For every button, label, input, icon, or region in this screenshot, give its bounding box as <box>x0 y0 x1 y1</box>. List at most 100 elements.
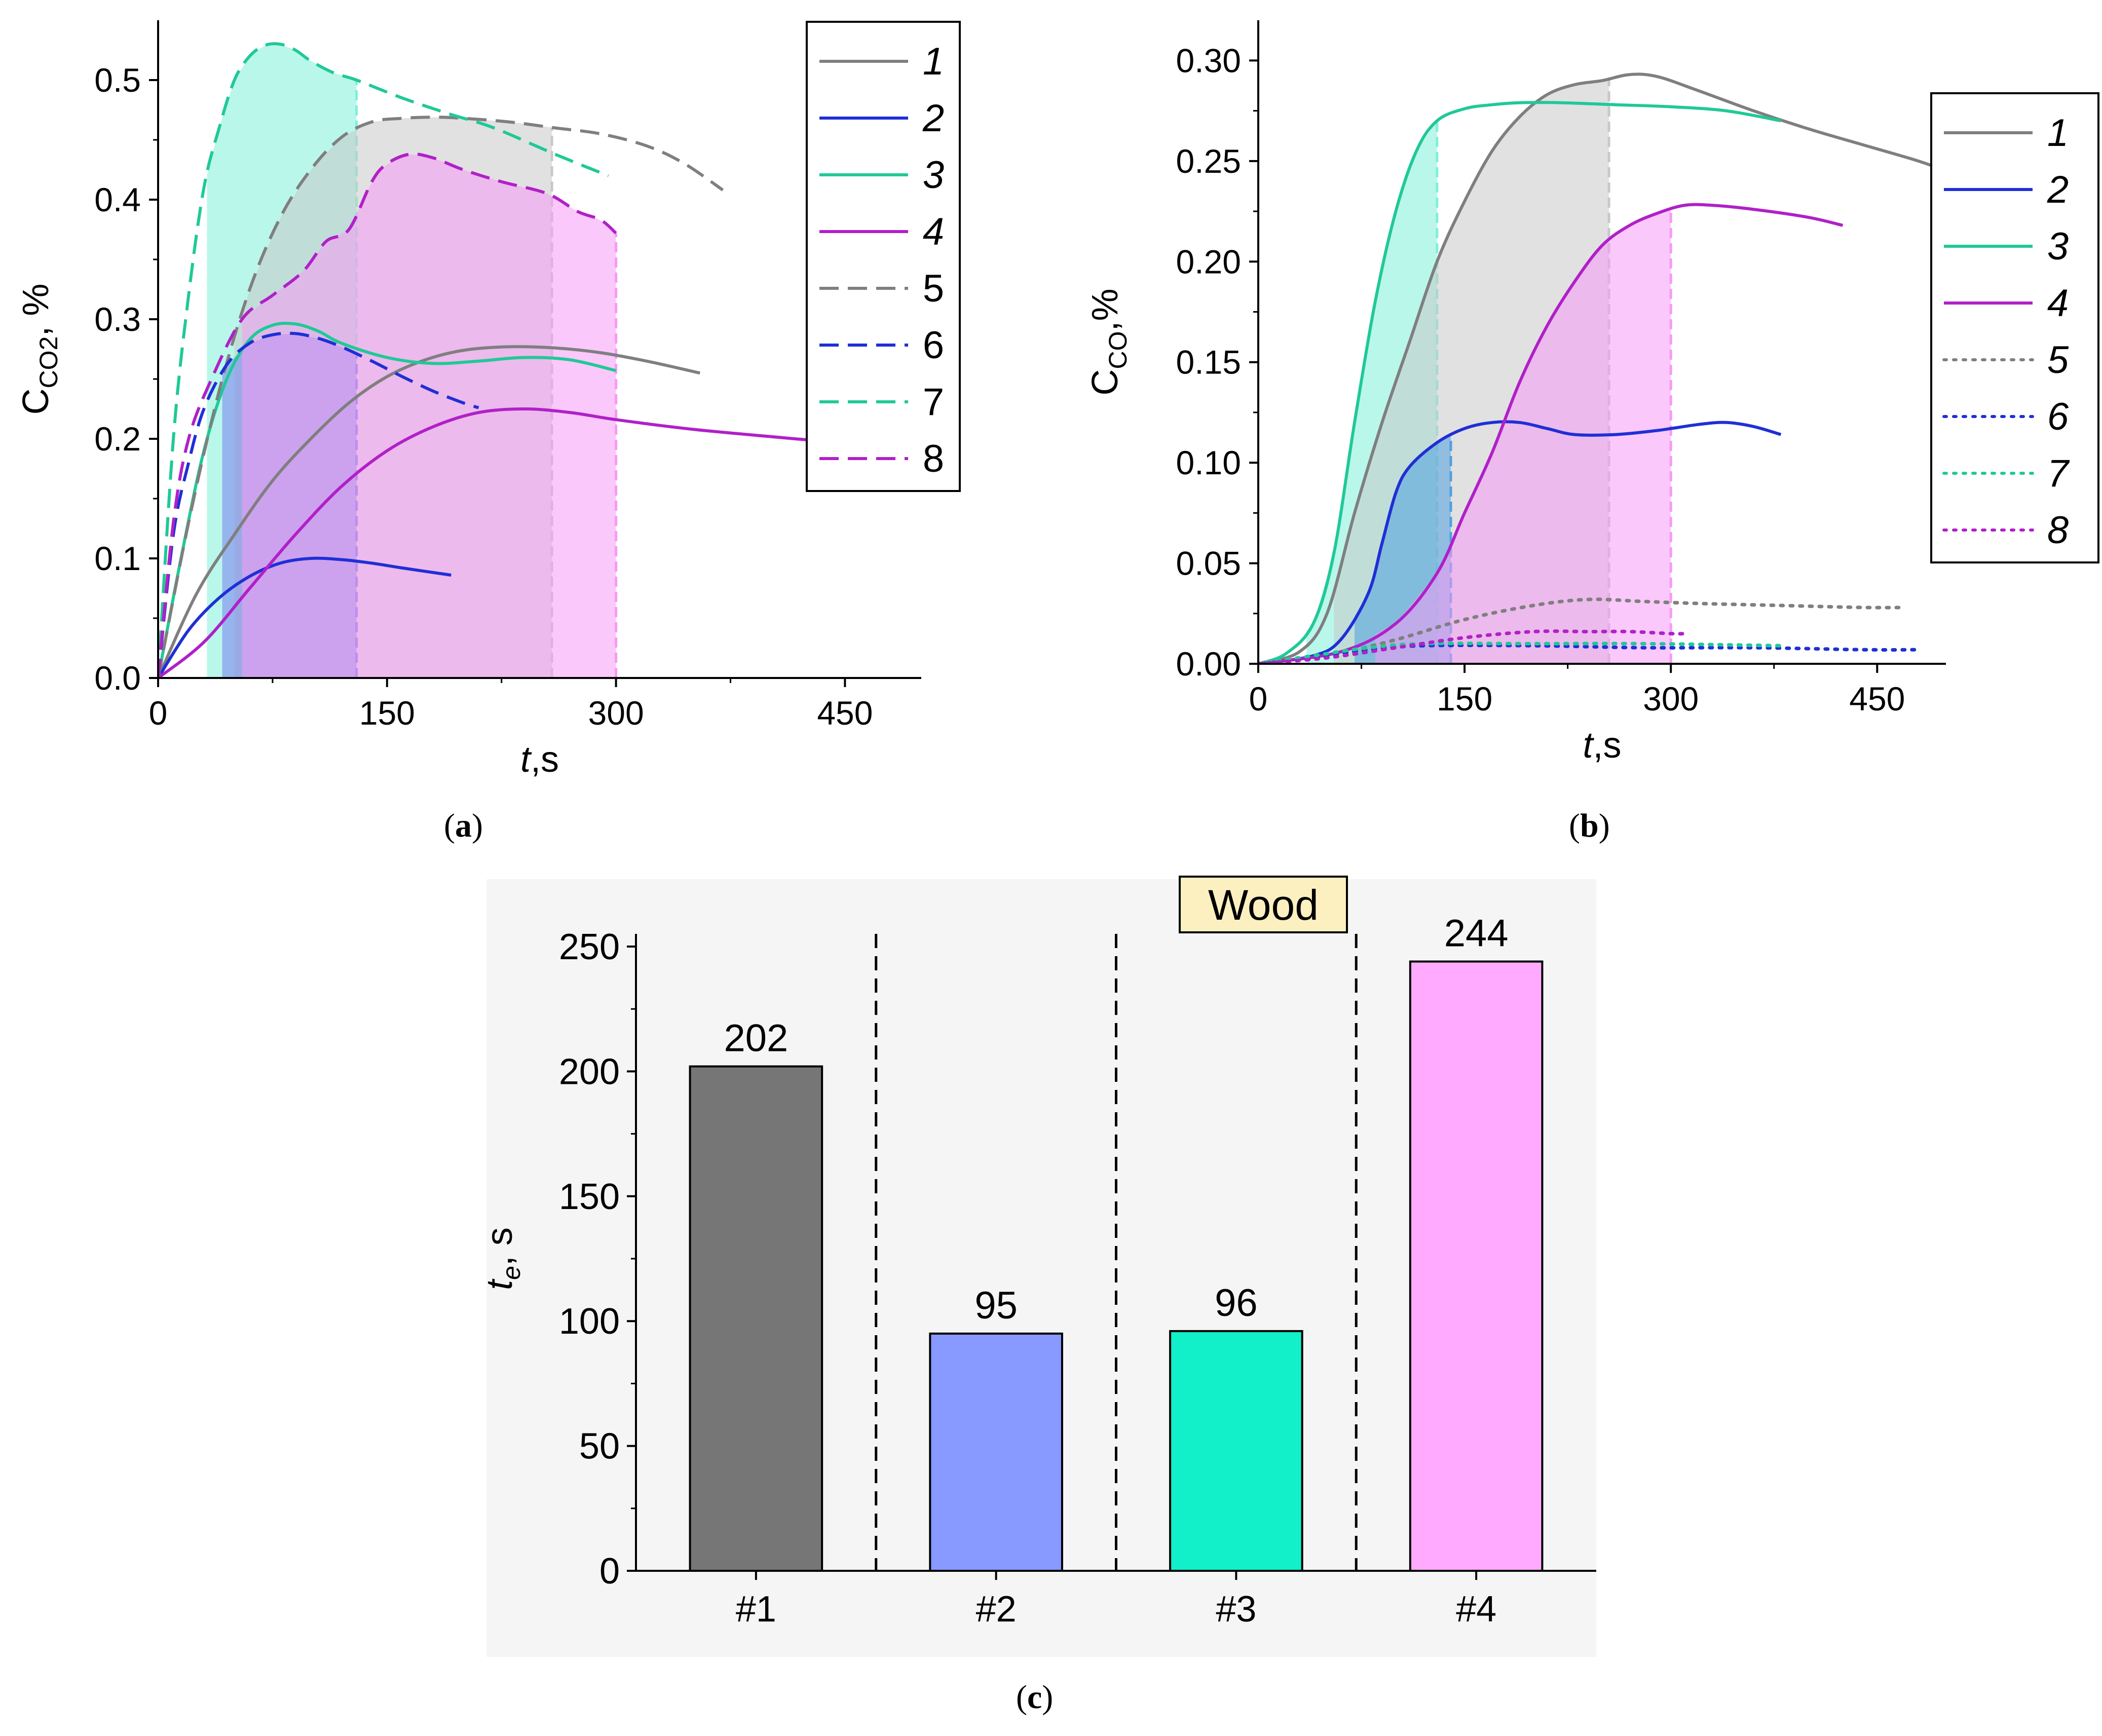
legend-label-4: 4 <box>2047 282 2069 325</box>
y-tick-label: 0 <box>599 1551 620 1592</box>
x-tick-label: 0 <box>149 694 168 732</box>
bar-value-label: 95 <box>974 1284 1018 1327</box>
legend-label-2: 2 <box>922 97 944 140</box>
caption-c: (c) <box>1016 1679 1054 1716</box>
x-axis-label-var: t <box>1583 725 1594 766</box>
bar-#2 <box>929 1332 1063 1572</box>
plot-area <box>1258 72 1946 664</box>
y-tick-label: 200 <box>559 1051 620 1092</box>
legend-box <box>1930 92 2099 563</box>
series-line-4 <box>1258 203 1844 664</box>
bar-#4 <box>1409 960 1544 1572</box>
y-tick-label: 0.0 <box>94 659 141 697</box>
x-tick-label: 0 <box>1249 680 1268 718</box>
series-line-5 <box>158 116 724 678</box>
bar-chart-c: 202 #1 95 #2 96 #3 244 #4 0 50 100 150 200 250 te, s Wo… <box>479 876 1596 1657</box>
legend-label-5: 5 <box>923 267 944 310</box>
series-line-1 <box>1258 72 1946 664</box>
y-axis-label: te, s <box>479 1227 526 1290</box>
y-axis-label-sub: CO2 <box>34 336 63 389</box>
x-tick-label: 300 <box>1643 680 1699 718</box>
legend-label-6: 6 <box>2047 395 2069 438</box>
series-line-7 <box>158 42 609 678</box>
line-chart-a: 0 150 300 450 0.0 0.1 0.2 0.3 0.4 0.5 t,s CCO2, % 1 2… <box>16 20 961 780</box>
legend-label-3: 3 <box>923 154 944 197</box>
legend-label-8: 8 <box>2047 509 2069 552</box>
x-tick-label: #4 <box>1456 1589 1496 1630</box>
title-box <box>1179 876 1348 933</box>
x-tick-label: #1 <box>736 1589 776 1630</box>
y-tick-label: 0.30 <box>1176 42 1241 79</box>
bar-value-label: 202 <box>724 1017 788 1060</box>
y-tick-label: 0.3 <box>94 300 141 338</box>
series-line-4 <box>158 407 921 678</box>
y-tick-label: 150 <box>559 1177 620 1217</box>
x-tick-label: 300 <box>588 694 644 732</box>
y-tick-label: 50 <box>579 1426 620 1467</box>
x-axis-label: t,s <box>520 739 559 780</box>
legend: 1 2 3 4 5 6 7 8 <box>1930 92 2099 563</box>
plot-area <box>158 42 921 678</box>
legend-label-4: 4 <box>923 210 944 253</box>
y-tick-label: 0.00 <box>1176 645 1241 683</box>
y-axis-label-main: C <box>16 388 56 414</box>
series-line-8 <box>158 152 617 678</box>
y-tick-label: 0.10 <box>1176 444 1241 481</box>
series-line-2 <box>158 556 452 678</box>
legend-label-2: 2 <box>2047 168 2069 211</box>
y-tick-label: 0.5 <box>94 61 141 99</box>
y-tick-label: 0.15 <box>1176 344 1241 381</box>
x-axis-label-var: t <box>520 739 532 780</box>
bar-value-label: 244 <box>1444 912 1509 955</box>
legend-label-7: 7 <box>923 381 944 424</box>
legend: 1 2 3 4 5 6 7 8 <box>806 21 961 492</box>
y-axis-label-main: t <box>479 1278 520 1290</box>
y-axis-label-unit: , s <box>479 1227 520 1266</box>
legend-label-7: 7 <box>2047 452 2070 495</box>
legend-label-8: 8 <box>923 437 944 480</box>
y-axis-label: CCO,% <box>1085 288 1132 395</box>
y-axis-label: CCO2, % <box>16 284 63 415</box>
bar-#3 <box>1169 1330 1303 1572</box>
series-line-1 <box>158 345 700 678</box>
series-line-3 <box>1258 101 1781 664</box>
y-tick-label: 0.1 <box>94 540 141 577</box>
x-axis-label-unit: ,s <box>531 739 559 780</box>
series-line-6 <box>1258 644 1921 664</box>
caption-a: (a) <box>444 807 483 844</box>
y-axis-label-unit: , % <box>16 284 56 336</box>
legend-label-6: 6 <box>923 324 944 367</box>
legend-label-5: 5 <box>2047 338 2069 382</box>
legend-label-1: 1 <box>2047 111 2069 155</box>
y-tick-label: 0.05 <box>1176 545 1241 582</box>
y-axis-label-main: C <box>1085 369 1125 396</box>
series-line-2 <box>1258 420 1782 664</box>
series-line-7 <box>1258 641 1783 664</box>
chart-title: Wood <box>1208 881 1319 929</box>
line-chart-b: 0 150 300 450 0.00 0.05 0.10 0.15 0.20 0.25 0.30 t,… <box>1085 20 2099 766</box>
y-tick-label: 0.20 <box>1176 243 1241 280</box>
legend-box <box>806 21 961 492</box>
y-tick-label: 0.25 <box>1176 142 1241 180</box>
x-axis-label: t,s <box>1583 725 1621 766</box>
legend-label-3: 3 <box>2047 225 2069 268</box>
series-line-6 <box>158 331 479 678</box>
x-tick-label: 450 <box>1849 680 1905 718</box>
y-tick-label: 100 <box>559 1301 620 1342</box>
y-axis-label-sub: CO <box>1104 331 1132 369</box>
y-axis-label-unit: ,% <box>1085 288 1125 331</box>
y-tick-label: 0.2 <box>94 420 141 458</box>
x-tick-label: 150 <box>1437 680 1492 718</box>
y-tick-label: 0.4 <box>94 181 141 218</box>
caption-b: (b) <box>1569 807 1610 844</box>
shaded-region-8 <box>242 154 616 678</box>
x-tick-label: #3 <box>1216 1589 1256 1630</box>
series-line-3 <box>158 321 617 678</box>
legend-label-1: 1 <box>923 40 944 83</box>
bar-value-label: 96 <box>1215 1281 1258 1325</box>
bar-#1 <box>689 1065 823 1572</box>
x-tick-label: 450 <box>817 694 873 732</box>
y-axis-label-sub: e <box>497 1266 526 1280</box>
